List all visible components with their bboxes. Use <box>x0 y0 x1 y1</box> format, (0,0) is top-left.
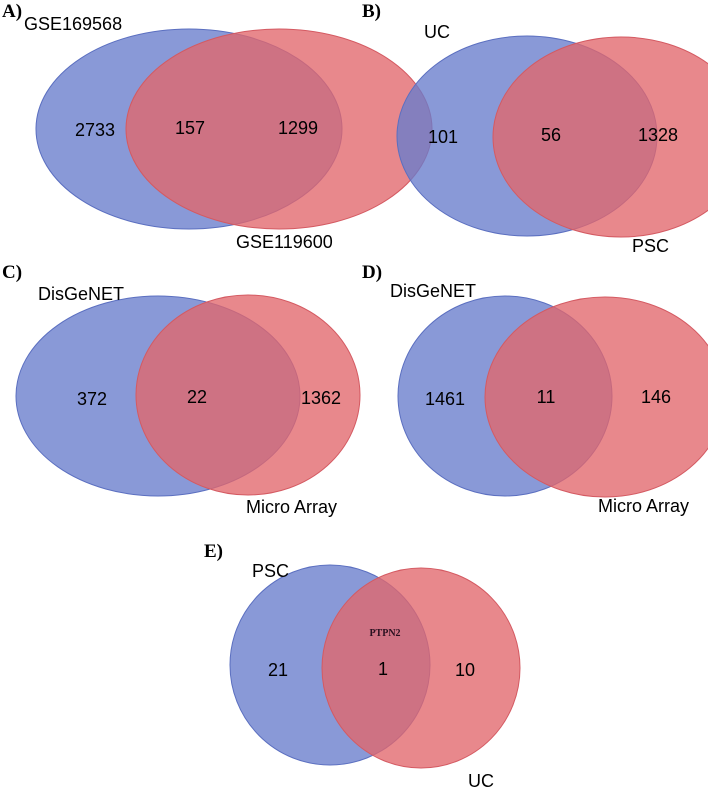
venn-panel-b: B) UC PSC 101 56 1328 <box>362 1 708 256</box>
panel-label: C) <box>2 262 22 283</box>
set-b-label: Micro Array <box>598 496 689 516</box>
circle-set-b <box>484 296 708 498</box>
overlap-gene-annotation: PTPN2 <box>369 628 400 639</box>
set-b-label: UC <box>468 771 494 791</box>
count-only-b: 1362 <box>301 388 341 408</box>
count-only-b: 1299 <box>278 118 318 138</box>
venn-panel-e: E) PSC UC 21 1 10 PTPN2 <box>204 541 521 791</box>
set-b-label: PSC <box>632 236 669 256</box>
count-only-a: 1461 <box>425 389 465 409</box>
panel-label: D) <box>362 262 382 283</box>
venn-panel-a: A) GSE169568 GSE119600 2733 157 1299 <box>2 1 433 252</box>
panel-label: B) <box>362 1 381 22</box>
set-a-label: DisGeNET <box>390 281 476 301</box>
panel-label: E) <box>204 541 223 562</box>
count-intersection: 11 <box>537 387 556 407</box>
count-only-b: 146 <box>641 387 671 407</box>
count-intersection: 157 <box>175 118 205 138</box>
circle-set-b <box>135 294 361 496</box>
set-b-label: Micro Array <box>246 497 337 517</box>
panel-label: A) <box>2 1 22 22</box>
set-a-label: PSC <box>252 561 289 581</box>
count-only-b: 1328 <box>638 125 678 145</box>
count-only-a: 2733 <box>75 120 115 140</box>
count-intersection: 22 <box>187 387 207 407</box>
count-only-a: 101 <box>428 127 458 147</box>
count-only-a: 21 <box>268 660 288 680</box>
venn-panel-d: D) DisGeNET Micro Array 1461 11 146 <box>362 262 708 516</box>
set-a-label: GSE169568 <box>24 14 122 34</box>
circle-set-b <box>321 567 521 769</box>
count-only-b: 10 <box>455 660 475 680</box>
set-a-label: DisGeNET <box>38 284 124 304</box>
count-intersection: 56 <box>541 125 561 145</box>
venn-panel-c: C) DisGeNET Micro Array 372 22 1362 <box>2 262 361 517</box>
count-intersection: 1 <box>378 659 388 679</box>
circle-set-b <box>492 36 708 238</box>
count-only-a: 372 <box>77 389 107 409</box>
set-a-label: UC <box>424 22 450 42</box>
set-b-label: GSE119600 <box>236 232 333 252</box>
